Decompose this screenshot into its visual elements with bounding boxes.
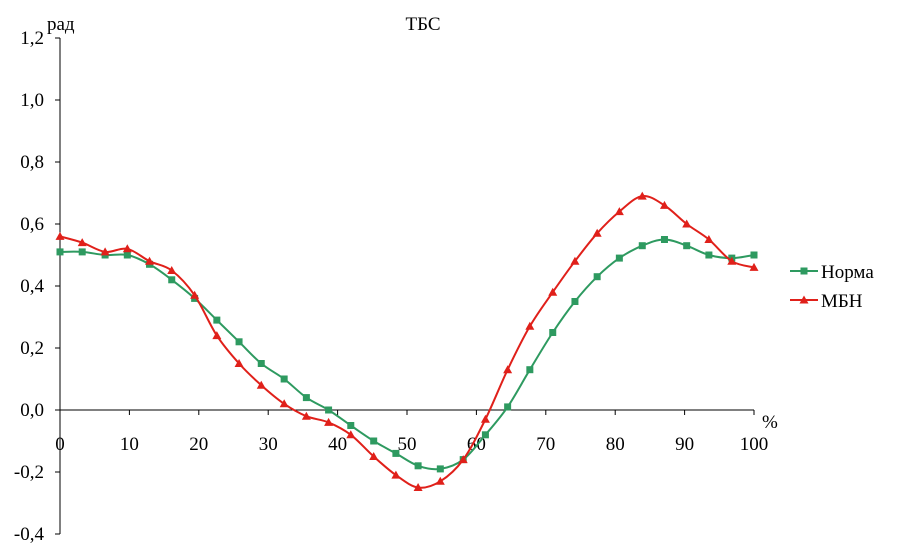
data-point: [504, 403, 512, 411]
data-point: [750, 251, 758, 259]
data-point: [347, 422, 355, 429]
y-tick-label: -0,4: [14, 524, 45, 545]
x-ticks: 0 10 20 30 40 50 60 70 80 90 100: [55, 410, 768, 455]
legend-item-norma: Норма: [790, 262, 874, 283]
legend-label-mbn: МБН: [821, 291, 863, 312]
y-tick-label: 1,2: [20, 28, 44, 49]
data-point: [659, 200, 669, 209]
y-tick-label: 0,0: [20, 400, 44, 421]
data-point: [301, 411, 311, 420]
data-point: [369, 452, 379, 460]
data-point: [55, 231, 65, 240]
data-point: [614, 207, 624, 216]
data-point: [435, 476, 445, 485]
data-point: [235, 338, 243, 346]
x-tick-label: 50: [398, 434, 417, 455]
data-point: [145, 256, 155, 265]
data-point: [78, 248, 86, 256]
data-point: [615, 254, 623, 262]
data-point: [480, 414, 490, 423]
data-point: [346, 430, 356, 439]
x-tick-label: 20: [189, 434, 208, 455]
legend-marker-mbn: [799, 295, 809, 304]
data-point: [705, 251, 713, 259]
data-point: [526, 366, 534, 374]
data-point: [727, 256, 737, 265]
data-point: [280, 375, 288, 383]
legend-label-norma: Норма: [821, 262, 874, 283]
data-point: [436, 465, 444, 473]
data-point: [168, 276, 176, 284]
data-point: [749, 262, 759, 271]
data-point: [123, 251, 131, 259]
data-point: [212, 331, 222, 340]
y-tick-label: -0,2: [14, 462, 44, 483]
series-layer: [55, 191, 759, 491]
data-point: [637, 191, 647, 200]
series-1: [55, 191, 759, 491]
y-axis-unit-label: рад: [47, 14, 75, 35]
data-point: [213, 316, 221, 324]
data-point: [100, 247, 110, 256]
x-tick-label: 30: [259, 434, 278, 455]
data-point: [704, 235, 714, 243]
data-point: [503, 365, 513, 374]
data-point: [56, 248, 64, 256]
y-tick-label: 0,8: [20, 152, 44, 173]
x-tick-label: 90: [675, 434, 694, 455]
x-tick-label: 40: [328, 434, 347, 455]
x-axis-unit-label: %: [762, 412, 778, 433]
data-point: [549, 329, 557, 336]
data-point: [167, 266, 177, 274]
data-point: [302, 394, 310, 402]
legend-item-mbn: МБН: [790, 291, 863, 312]
data-point: [257, 360, 265, 367]
x-tick-label: 10: [120, 434, 139, 455]
data-point: [481, 431, 489, 439]
data-point: [525, 321, 535, 330]
data-point: [190, 290, 200, 299]
data-point: [370, 437, 378, 445]
y-tick-label: 0,6: [20, 214, 44, 235]
data-point: [571, 298, 579, 305]
data-point: [548, 287, 558, 296]
data-point: [458, 455, 468, 464]
data-point: [256, 380, 266, 389]
y-tick-label: 0,4: [20, 276, 44, 297]
data-point: [324, 417, 334, 426]
legend: Норма МБН: [790, 262, 874, 312]
y-ticks: -0,4 -0,2 0,0 0,2 0,4 0,6 0,8 1,0 1,2: [14, 28, 60, 545]
data-point: [592, 228, 602, 237]
data-point: [279, 399, 289, 408]
chart-title: ТБС: [405, 14, 440, 35]
data-point: [77, 238, 87, 247]
data-point: [391, 470, 401, 479]
x-tick-label: 100: [740, 434, 769, 455]
data-point: [122, 244, 132, 253]
x-tick-label: 80: [606, 434, 625, 455]
data-point: [414, 462, 422, 470]
data-point: [638, 242, 646, 250]
data-point: [392, 449, 400, 457]
data-point: [570, 256, 580, 265]
data-point: [413, 483, 423, 491]
y-tick-label: 1,0: [20, 90, 44, 111]
data-point: [234, 359, 244, 367]
x-tick-label: 70: [536, 434, 555, 455]
x-tick-label: 0: [55, 434, 65, 455]
data-point: [683, 242, 691, 250]
data-point: [325, 406, 333, 414]
y-tick-label: 0,2: [20, 338, 44, 359]
data-point: [660, 236, 668, 243]
data-point: [593, 273, 601, 281]
legend-marker-norma: [800, 267, 808, 275]
data-point: [682, 219, 692, 228]
